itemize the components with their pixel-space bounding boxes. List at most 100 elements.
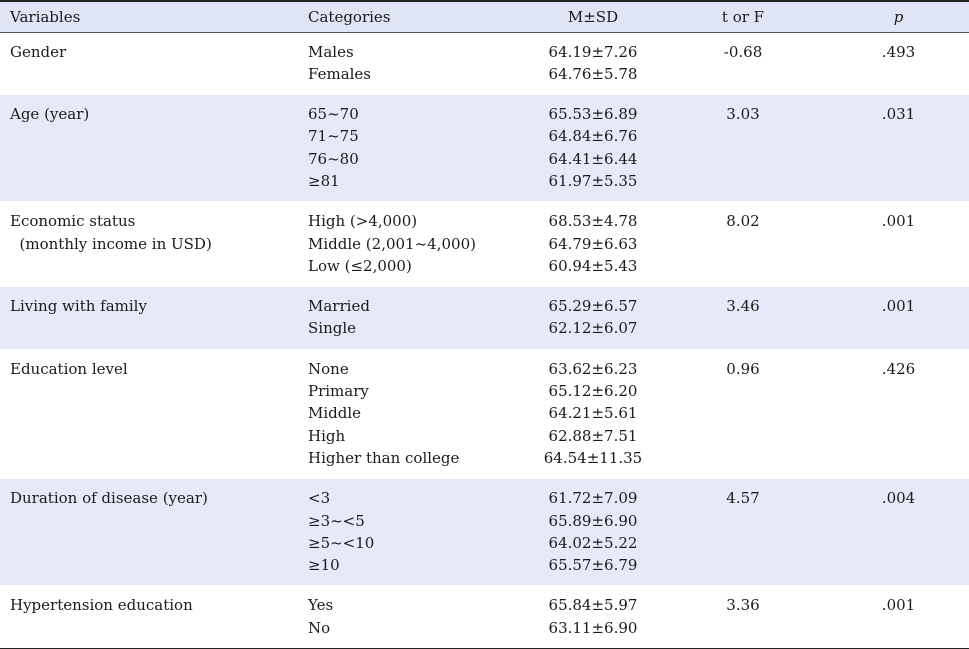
table-row: Hypertension education Yes No 65.84±5.97 63.… — [0, 585, 969, 649]
header-p: p — [828, 0, 969, 33]
msd-cell-line: 61.97±5.35 — [548, 171, 638, 190]
t-or-f-cell-value: 3.46 — [726, 297, 760, 316]
categories-cell: <3 ≥3~<5 ≥5~<10 ≥10 — [308, 479, 528, 586]
variable-cell-line: (monthly income in USD) — [10, 234, 212, 253]
categories-cell-line: None — [308, 359, 349, 378]
msd-cell-line: 65.53±6.89 — [548, 105, 638, 124]
p-value-cell: .493 — [828, 32, 969, 95]
msd-cell-line: 64.02±5.22 — [548, 533, 638, 552]
p-value-cell-value: .426 — [881, 359, 916, 378]
msd-cell: 65.84±5.97 63.11±6.90 — [528, 585, 658, 649]
variable-cell-line: Education level — [10, 359, 128, 378]
msd-cell-line: 62.12±6.07 — [548, 319, 638, 338]
t-or-f-cell-value: 0.96 — [726, 359, 760, 378]
msd-cell: 65.53±6.89 64.84±6.76 64.41±6.44 61.97±5.35 — [528, 95, 658, 202]
msd-cell-line: 61.72±7.09 — [548, 489, 638, 508]
p-value-cell: .001 — [828, 287, 969, 350]
categories-cell-line: Higher than college — [308, 448, 460, 467]
msd-cell-line: 62.88±7.51 — [548, 426, 638, 445]
p-value-cell-value: .001 — [881, 212, 916, 231]
t-or-f-cell: 3.46 — [658, 287, 828, 350]
msd-cell-line: 60.94±5.43 — [548, 256, 638, 275]
variable-cell: Age (year) — [0, 95, 308, 202]
header-variables: Variables — [0, 0, 308, 33]
p-value-cell-value: .001 — [881, 297, 916, 316]
t-or-f-cell-value: 3.03 — [726, 105, 760, 124]
categories-cell-line: ≥81 — [308, 171, 340, 190]
table-row: Age (year) 65~70 71~75 76~80 ≥81 65.53±6.89 64… — [0, 94, 969, 202]
msd-cell-line: 65.29±6.57 — [548, 297, 638, 316]
msd-cell-line: 65.89±6.90 — [548, 511, 638, 530]
categories-cell-line: Males — [308, 42, 354, 61]
categories-cell-line: Primary — [308, 382, 369, 401]
p-value-cell-value: .031 — [881, 105, 916, 124]
msd-cell: 64.19±7.26 64.76±5.78 — [528, 32, 658, 95]
msd-cell: 65.29±6.57 62.12±6.07 — [528, 287, 658, 350]
variable-cell-line: Living with family — [10, 297, 147, 316]
categories-cell-line: Low (≤2,000) — [308, 256, 412, 275]
variable-cell: Hypertension education — [0, 585, 308, 649]
msd-cell-line: 65.57±6.79 — [548, 556, 638, 575]
categories-cell-line: ≥5~<10 — [308, 533, 375, 552]
p-value-cell: .426 — [828, 349, 969, 478]
msd-cell-line: 64.76±5.78 — [548, 64, 638, 83]
msd-cell-line: 64.19±7.26 — [548, 42, 638, 61]
msd-cell-line: 65.84±5.97 — [548, 596, 638, 615]
variable-cell: Living with family — [0, 287, 308, 350]
t-or-f-cell: 0.96 — [658, 349, 828, 478]
t-or-f-cell: 3.03 — [658, 95, 828, 202]
categories-cell-line: Females — [308, 64, 372, 83]
table-body: Gender Males Females 64.19±7.26 64.76±5.78 -0… — [0, 32, 969, 649]
variable-cell: Duration of disease (year) — [0, 479, 308, 586]
msd-cell-line: 64.54±11.35 — [543, 448, 643, 467]
variable-cell-line: Hypertension education — [10, 596, 193, 615]
categories-cell: High (>4,000) Middle (2,001~4,000) Low (≤2… — [308, 202, 528, 287]
categories-cell: Males Females — [308, 32, 528, 95]
categories-cell: Married Single — [308, 287, 528, 350]
table-row: Duration of disease (year) <3 ≥3~<5 ≥5~<10 ≥… — [0, 478, 969, 586]
categories-cell-line: 71~75 — [308, 127, 359, 146]
header-msd: M±SD — [528, 0, 658, 33]
header-categories: Categories — [308, 0, 528, 33]
categories-cell-line: Married — [308, 297, 370, 316]
p-value-cell-value: .493 — [881, 42, 916, 61]
table-header-row: Variables Categories M±SD t or F p — [0, 0, 969, 33]
header-t-or-f: t or F — [658, 0, 828, 33]
categories-cell-line: High — [308, 426, 346, 445]
categories-cell-line: Single — [308, 319, 357, 338]
msd-cell: 61.72±7.09 65.89±6.90 64.02±5.22 65.57±6.79 — [528, 479, 658, 586]
msd-cell-line: 68.53±4.78 — [548, 212, 638, 231]
msd-cell: 68.53±4.78 64.79±6.63 60.94±5.43 — [528, 202, 658, 287]
t-or-f-cell-value: 4.57 — [726, 489, 760, 508]
p-value-cell-value: .004 — [881, 489, 916, 508]
categories-cell-line: 76~80 — [308, 149, 359, 168]
categories-cell-line: 65~70 — [308, 105, 359, 124]
variable-cell: Economic status (monthly income in USD) — [0, 202, 308, 287]
categories-cell: None Primary Middle High Higher than college — [308, 349, 528, 478]
t-or-f-cell-value: -0.68 — [723, 42, 763, 61]
p-value-cell: .031 — [828, 95, 969, 202]
variable-cell: Gender — [0, 32, 308, 95]
categories-cell-line: ≥3~<5 — [308, 511, 365, 530]
variable-cell-line: Gender — [10, 42, 67, 61]
p-value-cell: .001 — [828, 202, 969, 287]
t-or-f-cell: 4.57 — [658, 479, 828, 586]
msd-cell-line: 63.11±6.90 — [548, 618, 638, 637]
categories-cell-line: Middle — [308, 404, 362, 423]
msd-cell-line: 65.12±6.20 — [548, 382, 638, 401]
p-value-cell: .001 — [828, 585, 969, 649]
msd-cell-line: 64.41±6.44 — [548, 149, 638, 168]
t-or-f-cell: -0.68 — [658, 32, 828, 95]
msd-cell-line: 64.79±6.63 — [548, 234, 638, 253]
table-row: Education level None Primary Middle High High… — [0, 349, 969, 479]
t-or-f-cell: 8.02 — [658, 202, 828, 287]
categories-cell-line: High (>4,000) — [308, 212, 418, 231]
msd-cell-line: 64.21±5.61 — [548, 404, 638, 423]
categories-cell-line: ≥10 — [308, 556, 340, 575]
table-row: Economic status (monthly income in USD) H… — [0, 201, 969, 287]
p-value-cell: .004 — [828, 479, 969, 586]
variable-cell: Education level — [0, 349, 308, 478]
variable-cell-line: Duration of disease (year) — [10, 489, 208, 508]
t-or-f-cell: 3.36 — [658, 585, 828, 649]
